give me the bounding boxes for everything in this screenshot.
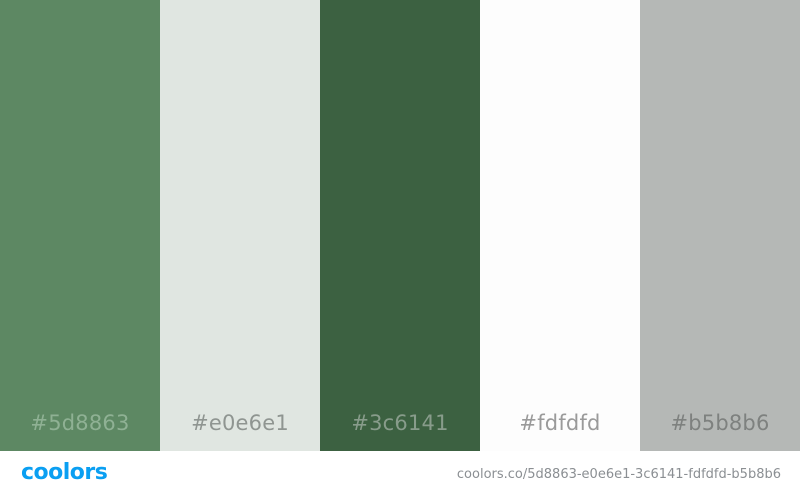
color-palette: #5d8863 #e0e6e1 #3c6141 #fdfdfd #b5b8b6 xyxy=(0,0,800,451)
color-swatch-5[interactable]: #b5b8b6 xyxy=(640,0,800,451)
swatch-hex-label-1: #5d8863 xyxy=(30,411,130,435)
swatch-hex-label-4: #fdfdfd xyxy=(519,411,601,435)
color-swatch-2[interactable]: #e0e6e1 xyxy=(160,0,320,451)
swatch-hex-label-2: #e0e6e1 xyxy=(191,411,289,435)
swatch-hex-label-3: #3c6141 xyxy=(351,411,449,435)
color-swatch-3[interactable]: #3c6141 xyxy=(320,0,480,451)
palette-url-link[interactable]: coolors.co/5d8863-e0e6e1-3c6141-fdfdfd-b… xyxy=(456,467,781,482)
footer-bar: coolors coolors.co/5d8863-e0e6e1-3c6141-… xyxy=(0,451,800,500)
coolors-logo[interactable]: coolors xyxy=(21,460,108,485)
swatch-hex-label-5: #b5b8b6 xyxy=(670,411,770,435)
color-swatch-4[interactable]: #fdfdfd xyxy=(480,0,640,451)
color-swatch-1[interactable]: #5d8863 xyxy=(0,0,160,451)
